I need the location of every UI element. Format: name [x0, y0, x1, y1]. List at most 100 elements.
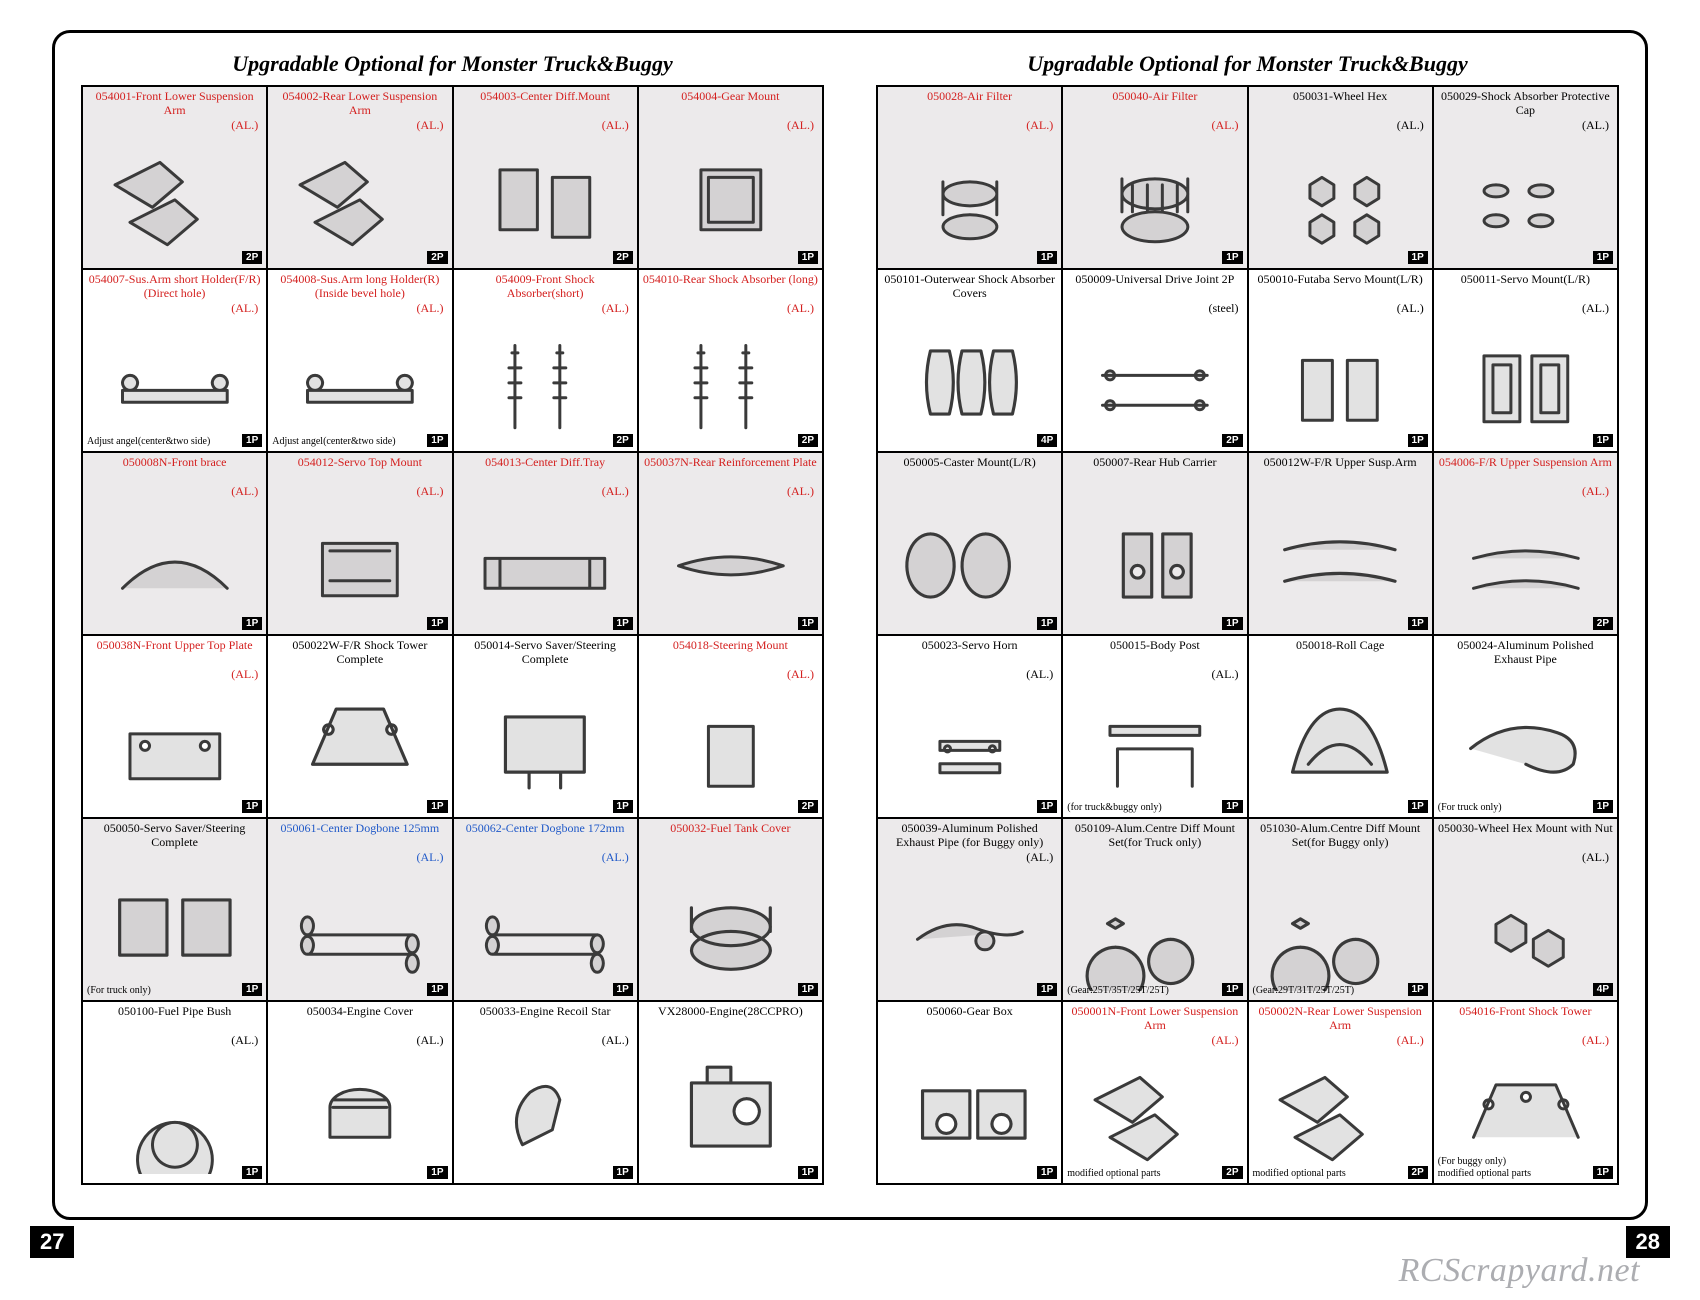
part-image-area — [1067, 316, 1242, 449]
part-name: -Body Post — [1146, 638, 1200, 652]
parts-cell: 050040-Air Filter(AL.)1P — [1062, 86, 1247, 269]
part-glyph-icon — [96, 323, 254, 443]
part-image-area — [882, 484, 1057, 632]
part-label: 054001-Front Lower Suspension Arm — [87, 90, 262, 118]
part-material: (AL.) — [882, 667, 1057, 682]
part-image-area — [272, 133, 447, 266]
page-right: Upgradable Optional for Monster Truck&Bu… — [850, 33, 1645, 1217]
part-image-area — [1253, 484, 1428, 632]
qty-badge: 1P — [798, 983, 818, 996]
part-name: -Engine(28CCPRO) — [705, 1004, 802, 1018]
qty-badge: 1P — [1408, 617, 1428, 630]
part-image-area — [458, 865, 633, 998]
part-name: -Front Lower Suspension Arm — [1116, 1004, 1238, 1032]
qty-badge: 1P — [1593, 1166, 1613, 1179]
part-code: 050024 — [1457, 638, 1493, 652]
part-label: 050100-Fuel Pipe Bush — [87, 1005, 262, 1033]
qty-badge: 1P — [242, 1166, 262, 1179]
qty-badge: 1P — [1222, 617, 1242, 630]
part-image-area — [1253, 316, 1428, 449]
part-material: (AL.) — [1438, 850, 1613, 865]
part-label: 050109-Alum.Centre Diff Mount Set(for Tr… — [1067, 822, 1242, 850]
part-name: -Engine Cover — [343, 1004, 413, 1018]
part-glyph-icon — [281, 1055, 439, 1175]
parts-cell: 054004-Gear Mount(AL.)1P — [638, 86, 823, 269]
part-name: -Fuel Pipe Bush — [154, 1004, 231, 1018]
part-image-area — [882, 865, 1057, 998]
page-left: Upgradable Optional for Monster Truck&Bu… — [55, 33, 850, 1217]
part-glyph-icon — [466, 506, 624, 626]
parts-cell: 050001N-Front Lower Suspension Arm(AL.)m… — [1062, 1001, 1247, 1184]
part-code: 050060 — [926, 1004, 962, 1018]
part-image-area — [882, 133, 1057, 266]
part-material: (AL.) — [1438, 301, 1613, 316]
part-code: 054002 — [283, 89, 319, 103]
qty-badge: 4P — [1593, 983, 1613, 996]
part-name: -Steering Mount — [709, 638, 788, 652]
part-note: (Gear:29T/31T/25T/25T) — [1253, 985, 1355, 996]
part-code: 054016 — [1459, 1004, 1495, 1018]
qty-badge: 1P — [1408, 983, 1428, 996]
part-glyph-icon — [652, 140, 810, 260]
part-code: 050005 — [903, 455, 939, 469]
qty-badge: 1P — [613, 983, 633, 996]
part-name: -Aluminum Polished Exhaust Pipe — [1493, 638, 1593, 666]
part-name: -Rear Reinforcement Plate — [689, 455, 817, 469]
qty-badge: 1P — [427, 1166, 447, 1179]
part-glyph-icon — [466, 140, 624, 260]
part-image-area — [882, 1033, 1057, 1181]
qty-badge: 1P — [1222, 983, 1242, 996]
part-material: (AL.) — [1253, 1033, 1428, 1048]
part-glyph-icon — [1447, 506, 1605, 626]
parts-cell: 050062-Center Dogbone 172mm(AL.)1P — [453, 818, 638, 1001]
part-code: 050008N — [123, 455, 168, 469]
part-note: (For buggy only) — [1438, 1156, 1506, 1167]
part-image-area — [458, 1048, 633, 1181]
part-code: 050039 — [901, 821, 937, 835]
part-name: -Fuel Tank Cover — [706, 821, 790, 835]
part-name: -F/R Upper Suspension Arm — [1475, 455, 1612, 469]
part-label: 050061-Center Dogbone 125mm — [272, 822, 447, 850]
part-name: -Servo Top Mount — [334, 455, 422, 469]
part-glyph-icon — [652, 323, 810, 443]
part-note: (For truck only) — [1438, 802, 1502, 813]
part-name: -Gear Mount — [717, 89, 779, 103]
part-note: (for truck&buggy only) — [1067, 802, 1161, 813]
page-number-left: 27 — [30, 1226, 74, 1258]
part-material: (AL.) — [1253, 118, 1428, 133]
part-name: -Outerwear Shock Absorber Covers — [920, 272, 1055, 300]
parts-cell: 054010-Rear Shock Absorber (long)(AL.)2P — [638, 269, 823, 452]
part-name: -Alum.Centre Diff Mount Set(for Buggy on… — [1292, 821, 1420, 849]
part-material: (AL.) — [1067, 1033, 1242, 1048]
manual-spread-border: Upgradable Optional for Monster Truck&Bu… — [52, 30, 1648, 1220]
parts-cell: 050050-Servo Saver/Steering Complete(For… — [82, 818, 267, 1001]
part-code: 050023 — [922, 638, 958, 652]
part-code: 050012W — [1264, 455, 1311, 469]
part-image-area — [458, 667, 633, 815]
qty-badge: 1P — [1593, 800, 1613, 813]
part-code: 050040 — [1112, 89, 1148, 103]
part-material: (AL.) — [643, 301, 818, 316]
part-material: (AL.) — [458, 118, 633, 133]
part-glyph-icon — [891, 140, 1049, 260]
part-label: 054002-Rear Lower Suspension Arm — [272, 90, 447, 118]
qty-badge: 1P — [427, 434, 447, 447]
qty-badge: 1P — [242, 983, 262, 996]
part-label: 050022W-F/R Shock Tower Complete — [272, 639, 447, 667]
part-label: VX28000-Engine(28CCPRO) — [643, 1005, 818, 1033]
parts-cell: VX28000-Engine(28CCPRO)1P — [638, 1001, 823, 1184]
part-material: (AL.) — [1253, 301, 1428, 316]
part-label: 054018-Steering Mount — [643, 639, 818, 667]
part-code: 051030 — [1260, 821, 1296, 835]
part-code: 054003 — [480, 89, 516, 103]
part-image-area — [272, 316, 447, 449]
part-glyph-icon — [281, 674, 439, 807]
part-code: 054004 — [681, 89, 717, 103]
part-name: -Shock Absorber Protective Cap — [1477, 89, 1610, 117]
part-code: 050028 — [927, 89, 963, 103]
parts-cell: 054013-Center Diff.Tray(AL.)1P — [453, 452, 638, 635]
part-name: -Rear Hub Carrier — [1129, 455, 1216, 469]
part-label: 050037N-Rear Reinforcement Plate — [643, 456, 818, 484]
part-note: modified optional parts — [1253, 1168, 1346, 1179]
part-label: 054013-Center Diff.Tray — [458, 456, 633, 484]
